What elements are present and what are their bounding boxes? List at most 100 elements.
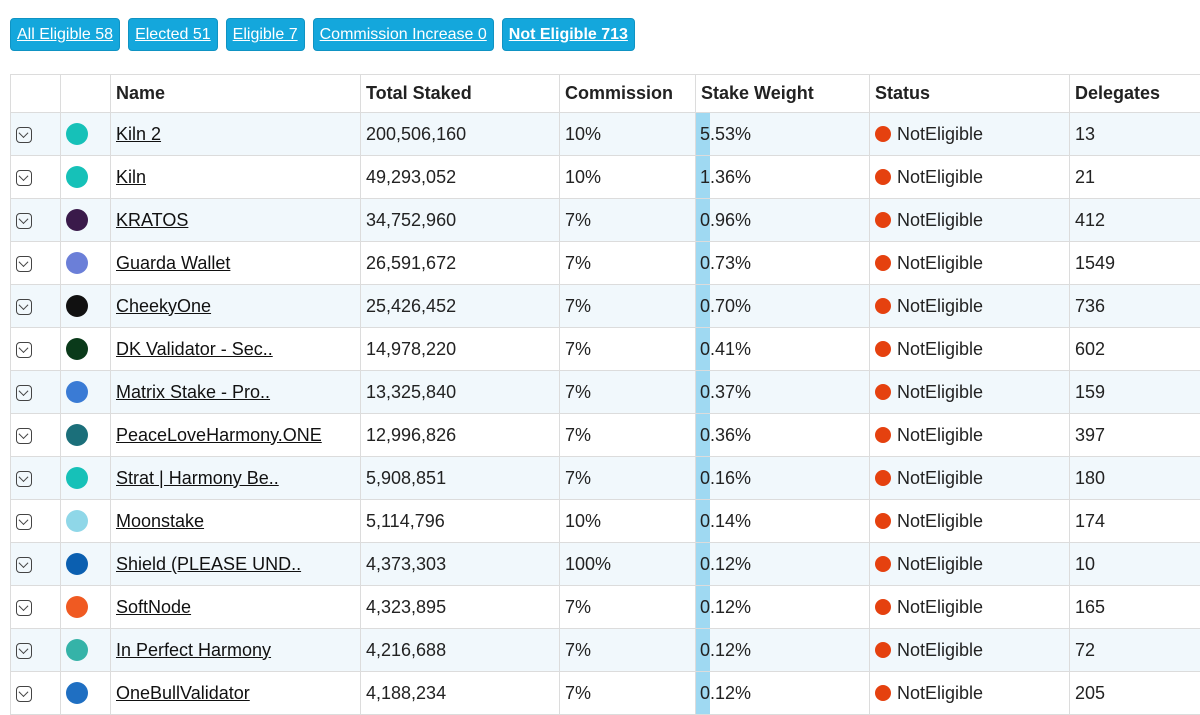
name-cell: SoftNode [111, 586, 361, 629]
status-dot [875, 298, 891, 314]
status-dot [875, 212, 891, 228]
name-cell: OneBullValidator [111, 672, 361, 715]
favorite-button[interactable] [16, 385, 32, 401]
delegates: 412 [1070, 199, 1200, 242]
stake-weight-cell: 0.73% [696, 242, 870, 285]
validator-link[interactable]: SoftNode [116, 597, 191, 617]
stake-weight: 0.41% [700, 339, 751, 359]
favorite-button[interactable] [16, 256, 32, 272]
favorite-button[interactable] [16, 643, 32, 659]
logo-cell [61, 156, 111, 199]
commission: 100% [560, 543, 696, 586]
validator-link[interactable]: Guarda Wallet [116, 253, 230, 273]
commission: 7% [560, 414, 696, 457]
stake-weight-cell: 0.36% [696, 414, 870, 457]
validator-link[interactable]: Moonstake [116, 511, 204, 531]
filter-tab[interactable]: Elected 51 [128, 18, 218, 51]
validator-link[interactable]: Kiln [116, 167, 146, 187]
total-staked: 4,216,688 [361, 629, 560, 672]
favorite-button[interactable] [16, 342, 32, 358]
validator-logo [66, 381, 88, 403]
favorite-button[interactable] [16, 557, 32, 573]
favorite-button[interactable] [16, 428, 32, 444]
name-cell: PeaceLoveHarmony.ONE [111, 414, 361, 457]
validator-logo [66, 209, 88, 231]
validator-link[interactable]: PeaceLoveHarmony.ONE [116, 425, 322, 445]
validator-link[interactable]: In Perfect Harmony [116, 640, 271, 660]
header-cell [11, 75, 61, 113]
status-dot [875, 255, 891, 271]
validator-logo [66, 596, 88, 618]
commission: 7% [560, 629, 696, 672]
filter-tab[interactable]: All Eligible 58 [10, 18, 120, 51]
status-cell: NotEligible [870, 242, 1070, 285]
stake-weight-cell: 5.53% [696, 113, 870, 156]
status-dot [875, 126, 891, 142]
validator-logo [66, 338, 88, 360]
status-cell: NotEligible [870, 543, 1070, 586]
favorite-button[interactable] [16, 514, 32, 530]
validator-link[interactable]: Kiln 2 [116, 124, 161, 144]
name-cell: Guarda Wallet [111, 242, 361, 285]
favorite-button[interactable] [16, 686, 32, 702]
validator-link[interactable]: OneBullValidator [116, 683, 250, 703]
status-dot [875, 427, 891, 443]
name-cell: CheekyOne [111, 285, 361, 328]
validator-link[interactable]: KRATOS [116, 210, 188, 230]
favorite-cell [11, 586, 61, 629]
stake-weight: 0.12% [700, 597, 751, 617]
stake-weight-cell: 0.41% [696, 328, 870, 371]
favorite-button[interactable] [16, 213, 32, 229]
favorite-button[interactable] [16, 471, 32, 487]
favorite-button[interactable] [16, 127, 32, 143]
stake-weight: 5.53% [700, 124, 751, 144]
delegates: 165 [1070, 586, 1200, 629]
stake-weight-cell: 0.12% [696, 629, 870, 672]
favorite-button[interactable] [16, 600, 32, 616]
favorite-cell [11, 199, 61, 242]
validator-logo [66, 166, 88, 188]
status: NotEligible [897, 597, 983, 617]
stake-weight: 0.36% [700, 425, 751, 445]
favorite-button[interactable] [16, 170, 32, 186]
delegates: 72 [1070, 629, 1200, 672]
validator-link[interactable]: Shield (PLEASE UND.. [116, 554, 301, 574]
name-cell: In Perfect Harmony [111, 629, 361, 672]
stake-weight-cell: 0.96% [696, 199, 870, 242]
filter-tab[interactable]: Not Eligible 713 [502, 18, 635, 51]
validator-link[interactable]: DK Validator - Sec.. [116, 339, 273, 359]
commission: 7% [560, 285, 696, 328]
stake-weight: 0.37% [700, 382, 751, 402]
status: NotEligible [897, 253, 983, 273]
validator-link[interactable]: CheekyOne [116, 296, 211, 316]
commission: 7% [560, 457, 696, 500]
commission: 10% [560, 156, 696, 199]
validator-link[interactable]: Strat | Harmony Be.. [116, 468, 279, 488]
favorite-cell [11, 500, 61, 543]
total-staked: 5,908,851 [361, 457, 560, 500]
filter-tab[interactable]: Eligible 7 [226, 18, 305, 51]
stake-weight-cell: 0.70% [696, 285, 870, 328]
filter-tab[interactable]: Commission Increase 0 [313, 18, 494, 51]
favorite-button[interactable] [16, 299, 32, 315]
status: NotEligible [897, 425, 983, 445]
status-cell: NotEligible [870, 414, 1070, 457]
stake-weight-cell: 0.16% [696, 457, 870, 500]
validator-logo [66, 295, 88, 317]
stake-weight-cell: 0.37% [696, 371, 870, 414]
validator-link[interactable]: Matrix Stake - Pro.. [116, 382, 270, 402]
status-dot [875, 169, 891, 185]
stake-weight-cell: 0.12% [696, 543, 870, 586]
logo-cell [61, 543, 111, 586]
name-cell: Kiln [111, 156, 361, 199]
status: NotEligible [897, 382, 983, 402]
delegates: 1549 [1070, 242, 1200, 285]
favorite-cell [11, 113, 61, 156]
